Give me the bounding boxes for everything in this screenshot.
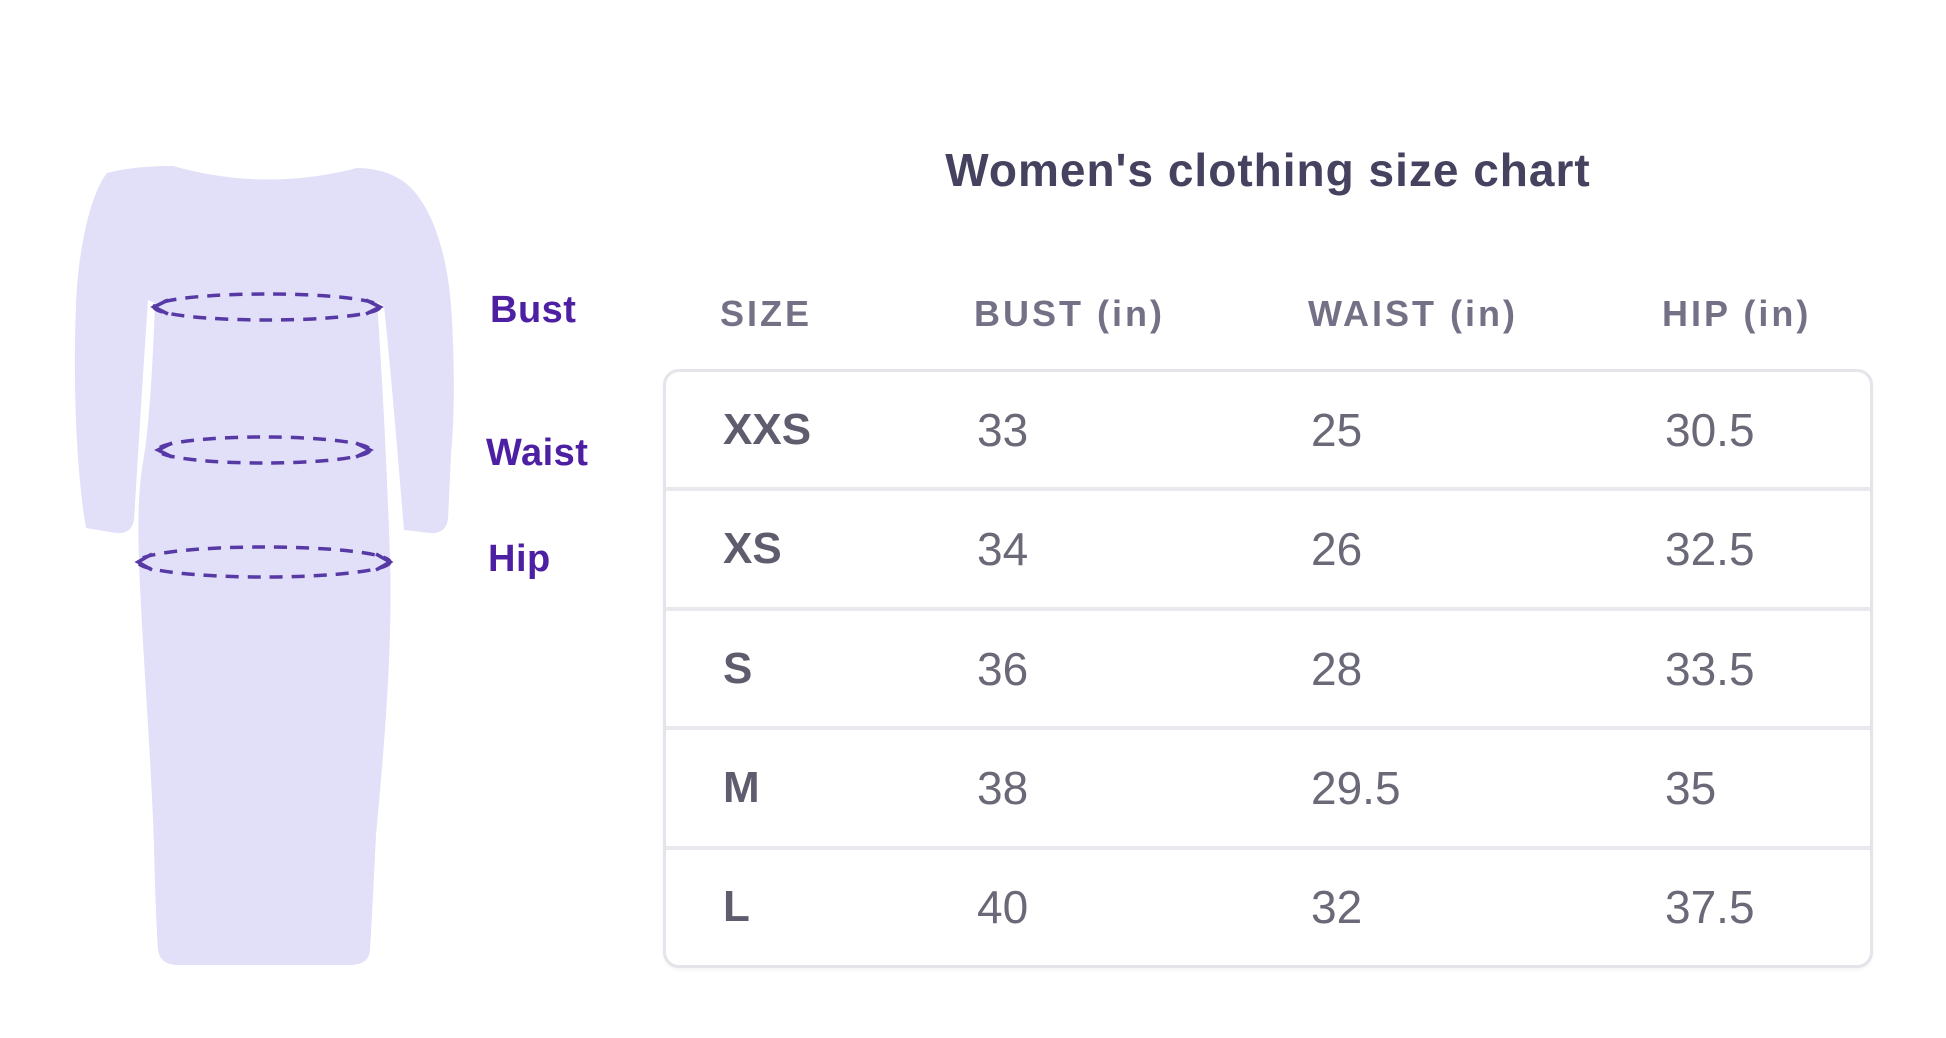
column-header-size: SIZE [720,293,813,334]
dress-silhouette [74,166,454,965]
table-row: XXS 33 25 30.5 [666,372,1870,487]
waist-cell: 29.5 [1311,761,1401,814]
hip-cell: 35 [1665,761,1717,814]
size-cell: L [723,882,750,932]
column-header-waist: WAIST (in) [1308,293,1518,334]
hip-label: Hip [488,538,551,580]
waist-label: Waist [486,432,589,474]
hip-cell: 30.5 [1665,403,1755,456]
hip-measure-line [134,545,394,579]
bust-label: Bust [490,289,577,331]
size-cell: M [723,762,760,812]
bust-measure-line [150,292,384,322]
bust-cell: 34 [977,523,1029,576]
bust-cell: 36 [977,642,1029,695]
hip-cell: 32.5 [1665,523,1755,576]
page-title: Women's clothing size chart [945,144,1591,196]
waist-cell: 26 [1311,523,1363,576]
table-header-row: SIZE BUST (in) WAIST (in) HIP (in) [663,296,1873,332]
waist-measure-line [154,435,374,465]
bust-cell: 40 [977,881,1029,934]
size-cell: S [723,643,753,693]
table-row: M 38 29.5 35 [666,726,1870,845]
waist-cell: 25 [1311,403,1363,456]
dress-illustration: Bust Waist Hip [0,0,660,1038]
hip-cell: 37.5 [1665,881,1755,934]
table-row: L 40 32 37.5 [666,845,1870,965]
table-row: S 36 28 33.5 [666,606,1870,726]
size-cell: XS [723,524,782,574]
waist-cell: 32 [1311,881,1363,934]
waist-cell: 28 [1311,642,1363,695]
table-row: XS 34 26 32.5 [666,487,1870,606]
dress-figure-svg [74,166,454,965]
size-cell: XXS [723,404,812,454]
hip-cell: 33.5 [1665,642,1755,695]
column-header-bust: BUST (in) [974,293,1165,334]
bust-cell: 33 [977,403,1029,456]
column-header-hip: HIP (in) [1662,293,1812,334]
size-table: XXS 33 25 30.5 XS 34 26 32.5 S 36 28 33.… [663,369,1873,968]
bust-cell: 38 [977,761,1029,814]
